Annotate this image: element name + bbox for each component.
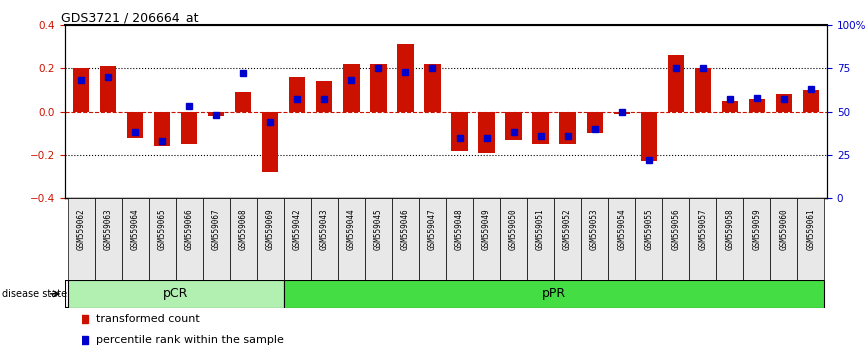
Text: GSM559067: GSM559067: [212, 208, 221, 250]
Bar: [392, 198, 419, 280]
Text: GSM559060: GSM559060: [779, 208, 788, 250]
Text: percentile rank within the sample: percentile rank within the sample: [96, 335, 284, 345]
Text: GSM559068: GSM559068: [239, 208, 248, 250]
Text: transformed count: transformed count: [96, 314, 200, 324]
Bar: [149, 198, 176, 280]
Bar: [743, 198, 770, 280]
Text: GSM559062: GSM559062: [77, 208, 86, 250]
Text: GSM559058: GSM559058: [725, 208, 734, 250]
Bar: [397, 44, 414, 112]
Bar: [641, 112, 656, 161]
Text: GSM559046: GSM559046: [401, 208, 410, 250]
Bar: [94, 198, 122, 280]
Text: GSM559053: GSM559053: [590, 208, 599, 250]
Bar: [559, 112, 576, 144]
Text: GSM559044: GSM559044: [347, 208, 356, 250]
Bar: [770, 198, 798, 280]
Bar: [176, 198, 203, 280]
Bar: [316, 81, 333, 112]
Bar: [371, 64, 386, 112]
Bar: [122, 198, 149, 280]
Bar: [73, 68, 89, 112]
Bar: [68, 198, 94, 280]
Text: GSM559065: GSM559065: [158, 208, 167, 250]
Text: GSM559045: GSM559045: [374, 208, 383, 250]
Bar: [506, 112, 521, 140]
Bar: [262, 112, 279, 172]
Text: GSM559042: GSM559042: [293, 208, 302, 250]
Bar: [338, 198, 365, 280]
Bar: [181, 112, 197, 144]
Bar: [68, 280, 284, 308]
Text: GSM559063: GSM559063: [104, 208, 113, 250]
Bar: [478, 112, 494, 153]
Text: GSM559069: GSM559069: [266, 208, 275, 250]
Text: disease state: disease state: [2, 289, 67, 299]
Bar: [311, 198, 338, 280]
Bar: [229, 198, 257, 280]
Bar: [424, 64, 441, 112]
Bar: [662, 198, 689, 280]
Bar: [776, 94, 792, 112]
Bar: [257, 198, 284, 280]
Bar: [749, 98, 765, 112]
Text: GSM559054: GSM559054: [617, 208, 626, 250]
Bar: [154, 112, 171, 146]
Bar: [343, 64, 359, 112]
Bar: [203, 198, 229, 280]
Bar: [451, 112, 468, 150]
Text: GDS3721 / 206664_at: GDS3721 / 206664_at: [61, 11, 198, 24]
Text: GSM559056: GSM559056: [671, 208, 680, 250]
Text: GSM559057: GSM559057: [698, 208, 708, 250]
Text: GSM559048: GSM559048: [455, 208, 464, 250]
Bar: [586, 112, 603, 133]
Bar: [533, 112, 549, 144]
Text: GSM559043: GSM559043: [320, 208, 329, 250]
Bar: [613, 112, 630, 114]
Bar: [365, 198, 392, 280]
Bar: [803, 90, 819, 112]
Bar: [689, 198, 716, 280]
Bar: [127, 112, 143, 137]
Text: pPR: pPR: [542, 287, 566, 300]
Text: pCR: pCR: [163, 287, 189, 300]
Bar: [716, 198, 743, 280]
Bar: [527, 198, 554, 280]
Bar: [289, 77, 306, 112]
Bar: [100, 66, 116, 112]
Text: GSM559047: GSM559047: [428, 208, 437, 250]
Bar: [581, 198, 608, 280]
Bar: [668, 55, 684, 112]
Text: GSM559050: GSM559050: [509, 208, 518, 250]
Bar: [554, 198, 581, 280]
Bar: [500, 198, 527, 280]
Bar: [419, 198, 446, 280]
Text: GSM559049: GSM559049: [482, 208, 491, 250]
Bar: [798, 198, 824, 280]
Text: GSM559064: GSM559064: [131, 208, 139, 250]
Bar: [473, 198, 500, 280]
Bar: [695, 68, 711, 112]
Bar: [236, 92, 251, 112]
Bar: [284, 198, 311, 280]
Text: GSM559066: GSM559066: [184, 208, 194, 250]
Bar: [721, 101, 738, 112]
Bar: [608, 198, 635, 280]
Bar: [446, 198, 473, 280]
Text: GSM559052: GSM559052: [563, 208, 572, 250]
Bar: [208, 112, 224, 116]
Text: GSM559055: GSM559055: [644, 208, 653, 250]
Text: GSM559059: GSM559059: [753, 208, 761, 250]
Bar: [284, 280, 824, 308]
Text: GSM559061: GSM559061: [806, 208, 815, 250]
Bar: [635, 198, 662, 280]
Text: GSM559051: GSM559051: [536, 208, 545, 250]
